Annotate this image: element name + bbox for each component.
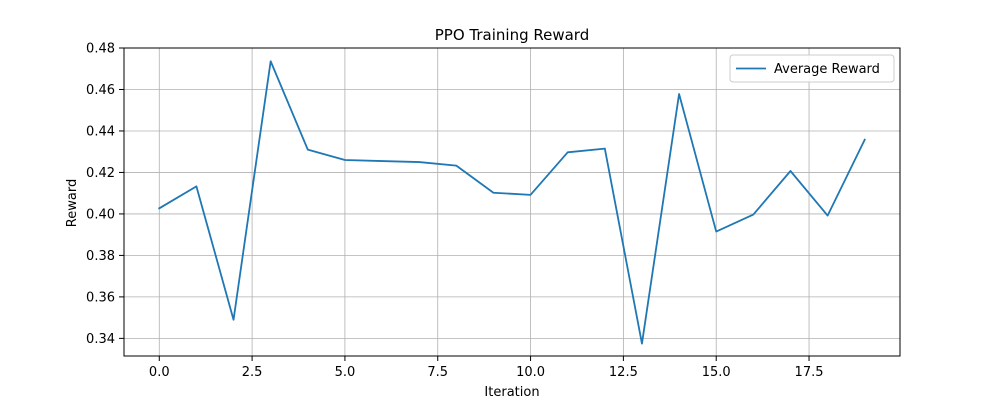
x-tick-label: 10.0 [516, 365, 545, 380]
legend: Average Reward [730, 55, 894, 82]
x-tick-label: 2.5 [242, 365, 263, 380]
x-tick-label: 5.0 [335, 365, 356, 380]
series-line-average-reward [159, 61, 864, 343]
legend-label-average-reward: Average Reward [774, 62, 880, 77]
y-tick-label: 0.40 [86, 207, 115, 222]
y-axis-label: Reward [65, 179, 80, 227]
x-axis: 0.0 2.5 5.0 7.5 10.0 12.5 15.0 17.5 [149, 356, 824, 380]
y-tick-label: 0.34 [86, 332, 115, 347]
x-tick-label: 17.5 [795, 365, 824, 380]
y-tick-label: 0.42 [86, 166, 115, 181]
plot-area-frame [124, 48, 900, 356]
chart-title: PPO Training Reward [435, 26, 589, 44]
x-axis-label: Iteration [484, 385, 539, 400]
x-tick-label: 0.0 [149, 365, 170, 380]
y-tick-label: 0.36 [86, 290, 115, 305]
y-axis: 0.34 0.36 0.38 0.40 0.42 0.44 0.46 0.48 [86, 42, 124, 347]
series-layer [159, 61, 864, 343]
y-tick-label: 0.46 [86, 83, 115, 98]
y-tick-label: 0.38 [86, 249, 115, 264]
x-tick-label: 12.5 [609, 365, 638, 380]
x-tick-label: 7.5 [427, 365, 448, 380]
x-tick-label: 15.0 [702, 365, 731, 380]
grid [124, 48, 900, 356]
y-tick-label: 0.48 [86, 42, 115, 57]
y-tick-label: 0.44 [86, 124, 115, 139]
